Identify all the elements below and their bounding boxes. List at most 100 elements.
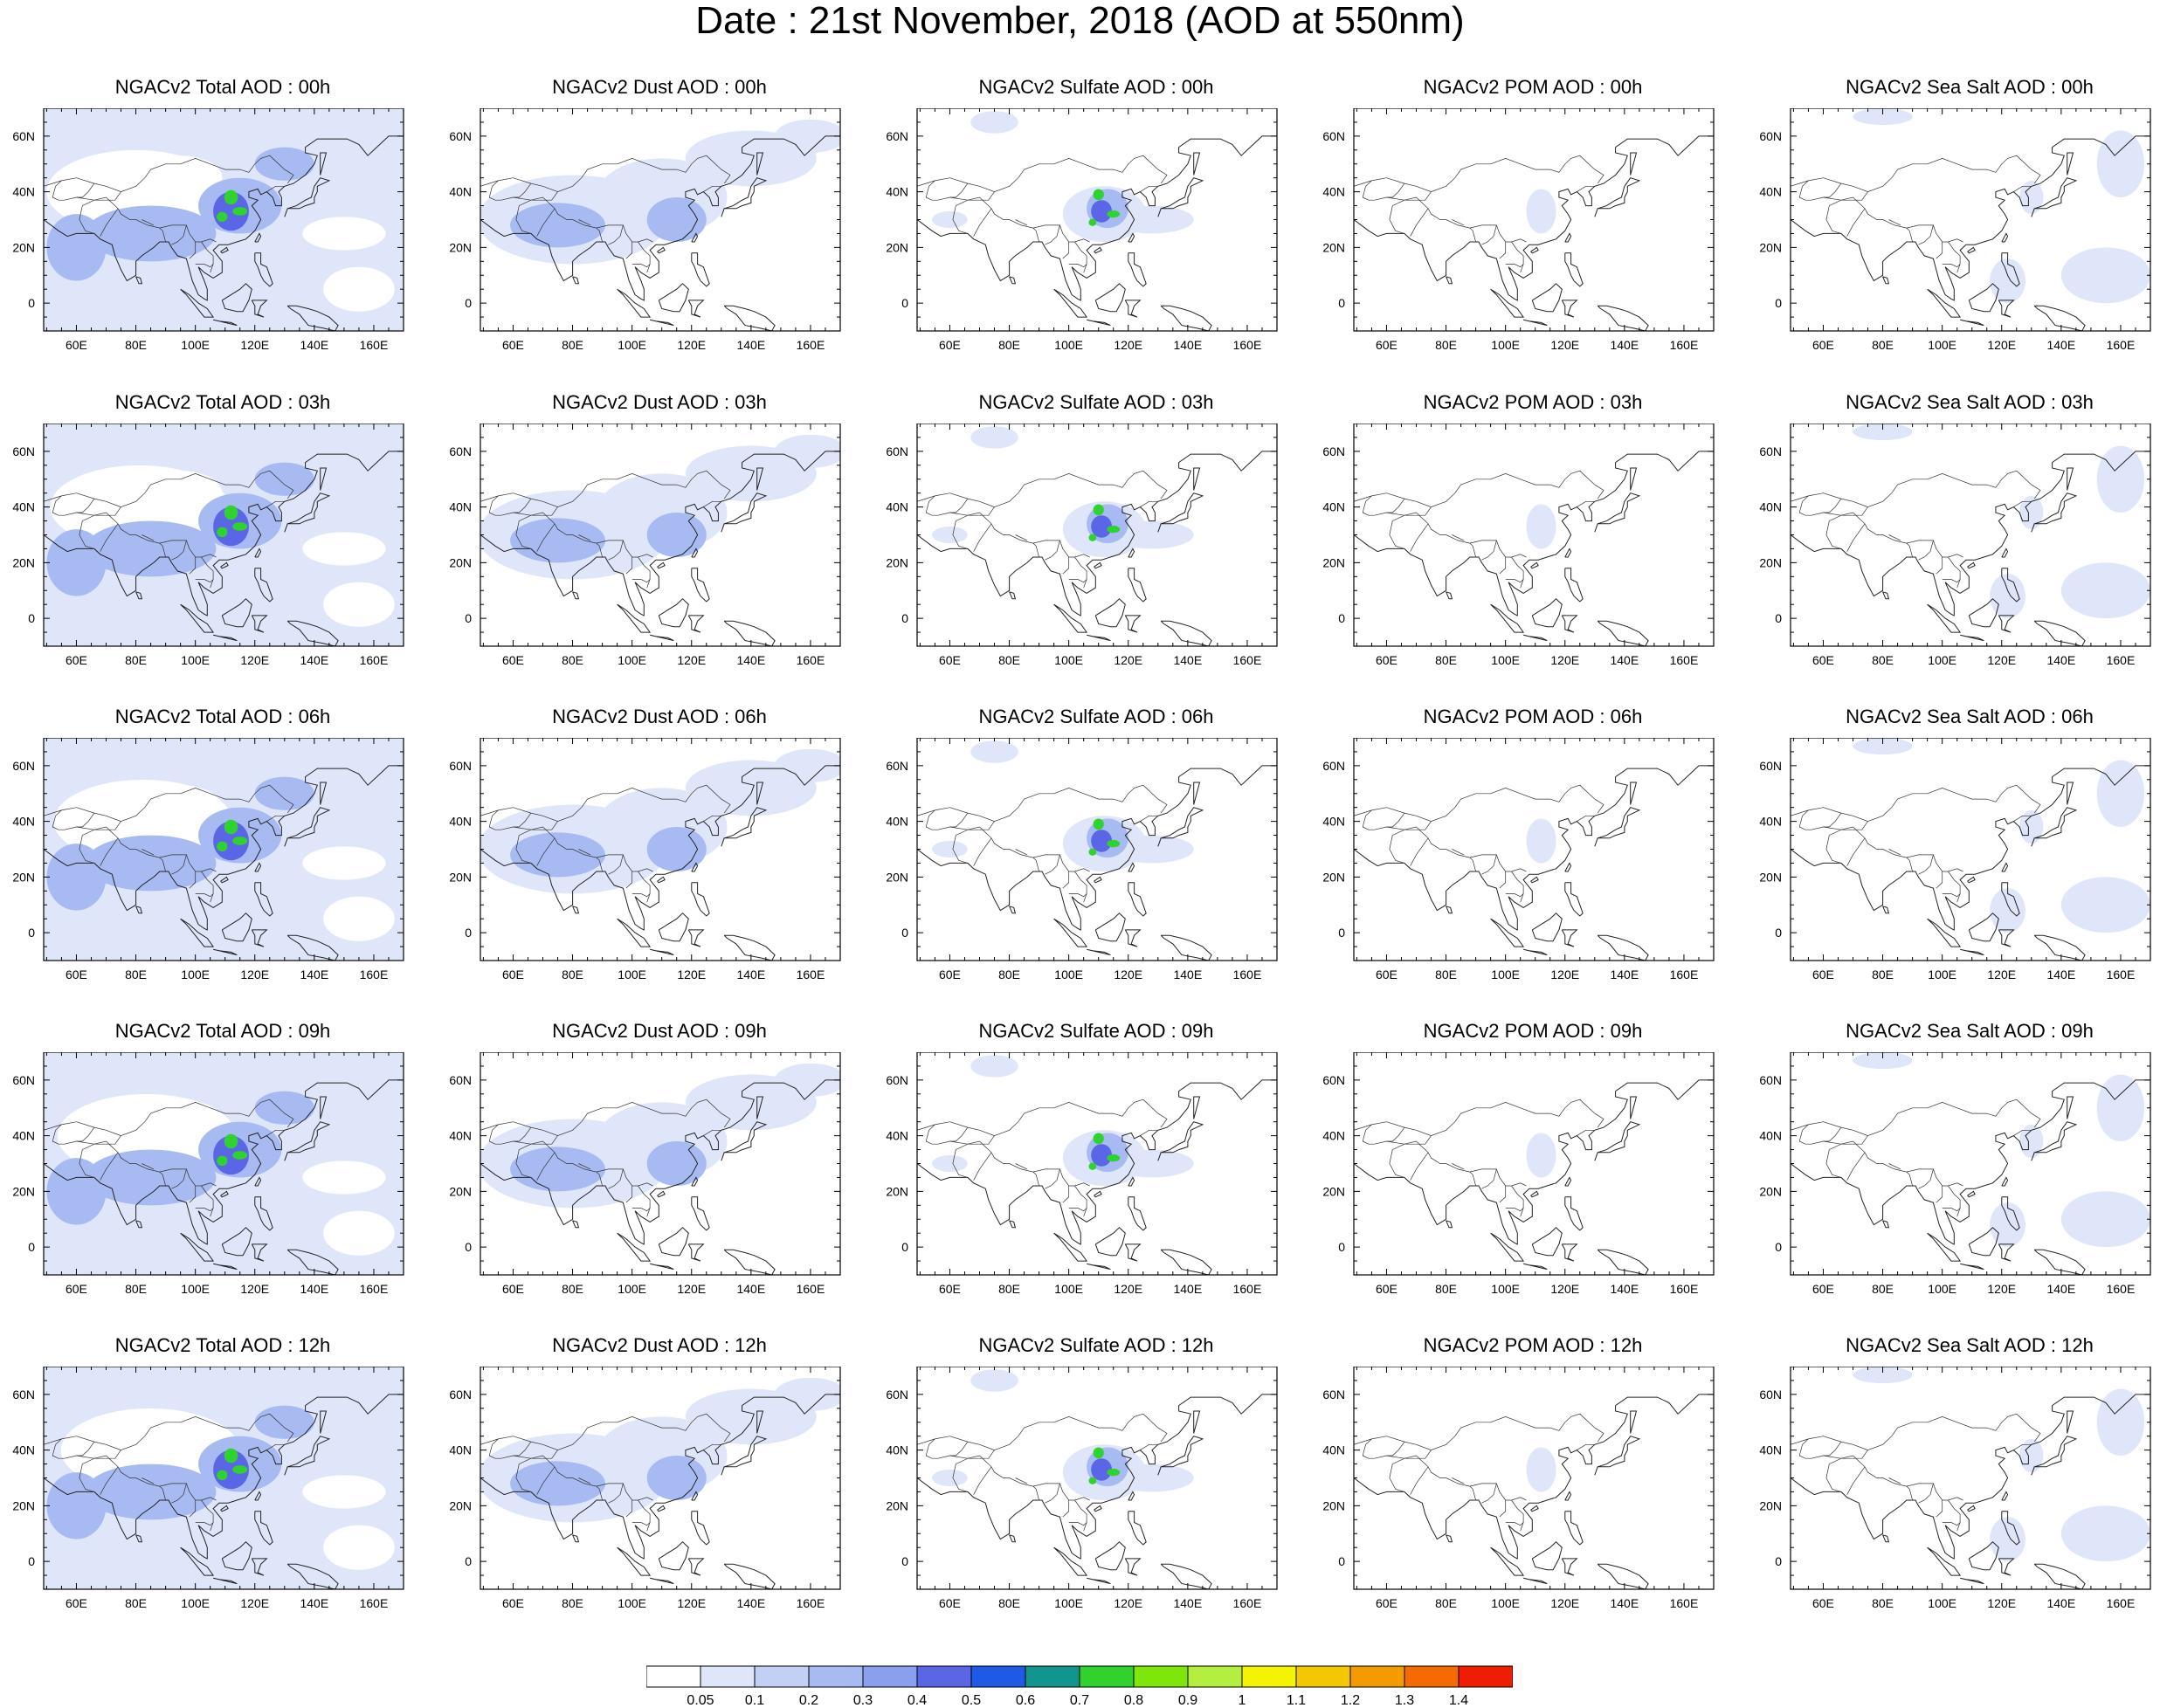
country-border bbox=[93, 506, 121, 516]
country-border bbox=[1074, 556, 1087, 589]
lon-tick-label: 60E bbox=[1812, 653, 1834, 667]
country-border bbox=[76, 498, 95, 513]
coastline bbox=[1160, 1249, 1212, 1275]
coastline bbox=[1094, 1227, 1126, 1257]
country-border bbox=[2013, 1443, 2032, 1450]
lat-tick-label: 0 bbox=[28, 296, 35, 310]
country-border bbox=[1825, 829, 1842, 864]
lat-tick-label: 0 bbox=[901, 1554, 908, 1568]
lon-tick-label: 160E bbox=[1670, 653, 1699, 667]
map-plot: 60E 80E 100E 120E 140E 160E 60N 40N 20N 0 bbox=[1322, 1367, 1715, 1610]
lat-tick-label: 40N bbox=[449, 815, 472, 829]
country-border bbox=[141, 1477, 155, 1484]
map-panel: NGACv2 Sulfate AOD : 12h 60E 80E 100E 120E 14… bbox=[873, 1335, 1310, 1649]
lat-tick-label: 40N bbox=[1322, 500, 1345, 514]
lon-tick-label: 100E bbox=[181, 338, 210, 352]
country-border bbox=[949, 826, 1090, 872]
panel-title: NGACv2 Sulfate AOD : 03h bbox=[978, 391, 1214, 413]
coastline bbox=[2001, 232, 2009, 243]
lon-tick-label: 140E bbox=[1610, 1596, 1639, 1610]
map-plot: 60E 80E 100E 120E 140E 160E 60N 40N 20N 0 bbox=[1759, 108, 2151, 352]
aod-plume bbox=[138, 155, 223, 201]
lon-tick-label: 60E bbox=[66, 968, 87, 981]
country-border bbox=[1389, 514, 1405, 549]
lon-tick-label: 100E bbox=[1928, 338, 1956, 352]
country-border bbox=[1823, 1126, 1842, 1142]
coastline bbox=[1522, 948, 1548, 956]
panel-title: NGACv2 Total AOD : 06h bbox=[114, 706, 331, 727]
coastline bbox=[1791, 765, 2150, 931]
country-border bbox=[1032, 227, 1039, 243]
aod-plume bbox=[1990, 1202, 2025, 1248]
lat-tick-label: 20N bbox=[12, 240, 35, 254]
coastline bbox=[251, 1558, 268, 1576]
country-border bbox=[195, 1208, 214, 1212]
coastline bbox=[1564, 882, 1584, 917]
coastline bbox=[721, 807, 768, 847]
lat-tick-label: 40N bbox=[886, 185, 908, 199]
coastline bbox=[2033, 305, 2086, 331]
aod-plume bbox=[1990, 574, 2025, 619]
country-border bbox=[952, 199, 969, 234]
aod-plume bbox=[217, 1470, 228, 1481]
coastline bbox=[1531, 1541, 1563, 1571]
lat-tick-label: 60N bbox=[1759, 129, 1782, 143]
coastline bbox=[1354, 765, 1714, 931]
country-border bbox=[967, 1450, 995, 1459]
colorbar-label: 1.2 bbox=[1341, 1693, 1360, 1708]
lon-tick-label: 80E bbox=[125, 1596, 147, 1610]
country-border bbox=[1410, 837, 1429, 866]
aod-plume bbox=[85, 205, 217, 262]
lon-tick-label: 80E bbox=[562, 968, 583, 981]
country-border bbox=[1499, 1500, 1507, 1518]
country-border bbox=[1791, 784, 2041, 822]
lat-tick-label: 40N bbox=[1322, 1443, 1345, 1457]
lon-tick-label: 60E bbox=[502, 653, 524, 667]
country-border bbox=[1499, 1186, 1507, 1203]
aod-plume bbox=[775, 1377, 840, 1411]
country-border bbox=[100, 1152, 119, 1181]
coastline bbox=[1967, 1505, 1976, 1512]
lon-tick-label: 60E bbox=[502, 968, 524, 981]
country-border bbox=[76, 1441, 95, 1457]
country-border bbox=[973, 523, 992, 552]
lat-tick-label: 20N bbox=[449, 555, 472, 569]
aod-plume bbox=[2019, 1438, 2044, 1473]
aod-plume bbox=[232, 1151, 248, 1160]
country-border bbox=[1823, 512, 1963, 558]
coastline bbox=[723, 305, 776, 331]
coastline bbox=[251, 1243, 268, 1262]
lat-tick-label: 20N bbox=[1759, 240, 1782, 254]
country-border bbox=[952, 1143, 969, 1178]
country-border bbox=[1823, 1455, 1963, 1501]
map-plot: 60E 80E 100E 120E 140E 160E 60N 40N 20N 0 bbox=[12, 108, 404, 352]
country-border bbox=[1362, 495, 1387, 516]
coastline bbox=[1053, 1546, 1088, 1576]
coastline bbox=[1998, 615, 2015, 633]
country-border bbox=[1481, 854, 1497, 875]
coastline bbox=[1009, 1220, 1017, 1229]
country-border bbox=[93, 1135, 121, 1145]
aod-plume bbox=[224, 1133, 238, 1149]
country-border bbox=[1942, 893, 1961, 898]
lon-tick-label: 120E bbox=[240, 1596, 269, 1610]
country-border bbox=[513, 498, 532, 513]
country-border bbox=[1936, 871, 1943, 889]
country-border bbox=[76, 826, 217, 872]
country-border bbox=[1074, 871, 1087, 903]
coastline bbox=[320, 1410, 328, 1434]
coastline bbox=[254, 1176, 262, 1187]
panel-title: NGACv2 Sulfate AOD : 00h bbox=[978, 76, 1214, 98]
map-plot: 60E 80E 100E 120E 140E 160E 60N 40N 20N 0 bbox=[886, 1052, 1278, 1296]
coastline bbox=[658, 598, 689, 628]
coastline bbox=[1531, 913, 1563, 942]
lon-tick-label: 140E bbox=[2046, 1596, 2075, 1610]
aod-plume bbox=[85, 1149, 217, 1206]
country-border bbox=[1823, 498, 1842, 513]
lat-tick-label: 20N bbox=[886, 240, 908, 254]
lon-tick-label: 140E bbox=[1610, 653, 1639, 667]
country-border bbox=[917, 1413, 1168, 1450]
lon-tick-label: 120E bbox=[677, 653, 706, 667]
coastline bbox=[1531, 598, 1563, 628]
aod-plume bbox=[510, 1461, 606, 1506]
